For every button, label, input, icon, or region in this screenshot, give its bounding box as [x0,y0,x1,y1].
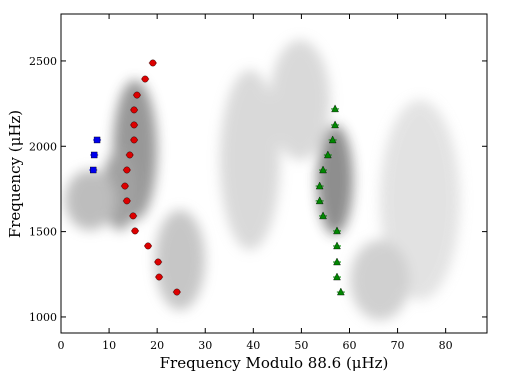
triangle-marker [328,135,337,144]
x-tick-label: 10 [102,339,116,352]
x-tick-label: 70 [391,339,405,352]
circle-marker [121,182,129,190]
y-tick-label: 2000 [29,140,57,153]
triangle-marker [337,287,345,296]
x-tick-label: 40 [246,339,260,352]
triangle-marker [331,104,339,113]
circle-marker [130,136,138,144]
power-background [65,40,460,320]
circle-marker [173,288,181,296]
triangle-marker [319,211,327,220]
y-axis-title: Frequency (μHz) [6,110,24,238]
triangle-marker [333,226,341,235]
circle-marker [126,151,134,159]
x-tick-label: 20 [150,339,164,352]
x-tick-label: 50 [294,339,308,352]
triangle-marker [333,257,341,266]
triangle-marker [333,241,341,250]
circle-marker [149,59,157,67]
circle-marker [141,75,149,83]
x-tick-label: 80 [439,339,453,352]
triangle-marker [331,120,339,129]
triangle-marker [315,196,324,205]
circle-marker [144,242,152,250]
circle-marker [133,91,141,99]
circle-marker [130,121,138,129]
triangle-marker [315,181,324,190]
square-marker [93,136,101,144]
circle-marker [123,197,131,205]
y-tick-label: 2500 [29,55,57,68]
x-tick-label: 0 [58,339,65,352]
circle-marker [130,106,138,114]
x-tick-label: 30 [198,339,212,352]
y-tick-label: 1500 [29,226,57,239]
circle-marker [123,166,131,174]
y-tick-label: 1000 [29,311,57,324]
square-marker [90,166,97,174]
circle-marker [154,258,162,266]
triangle-marker [324,150,332,159]
triangle-marker [333,272,341,281]
circle-marker [131,227,139,235]
triangle-marker [319,165,327,174]
circle-marker [155,273,163,281]
circle-marker [129,212,137,220]
x-axis-title: Frequency Modulo 88.6 (μHz) [160,354,389,372]
square-marker [90,151,98,159]
plot-frame [60,13,488,334]
x-tick-label: 60 [342,339,356,352]
